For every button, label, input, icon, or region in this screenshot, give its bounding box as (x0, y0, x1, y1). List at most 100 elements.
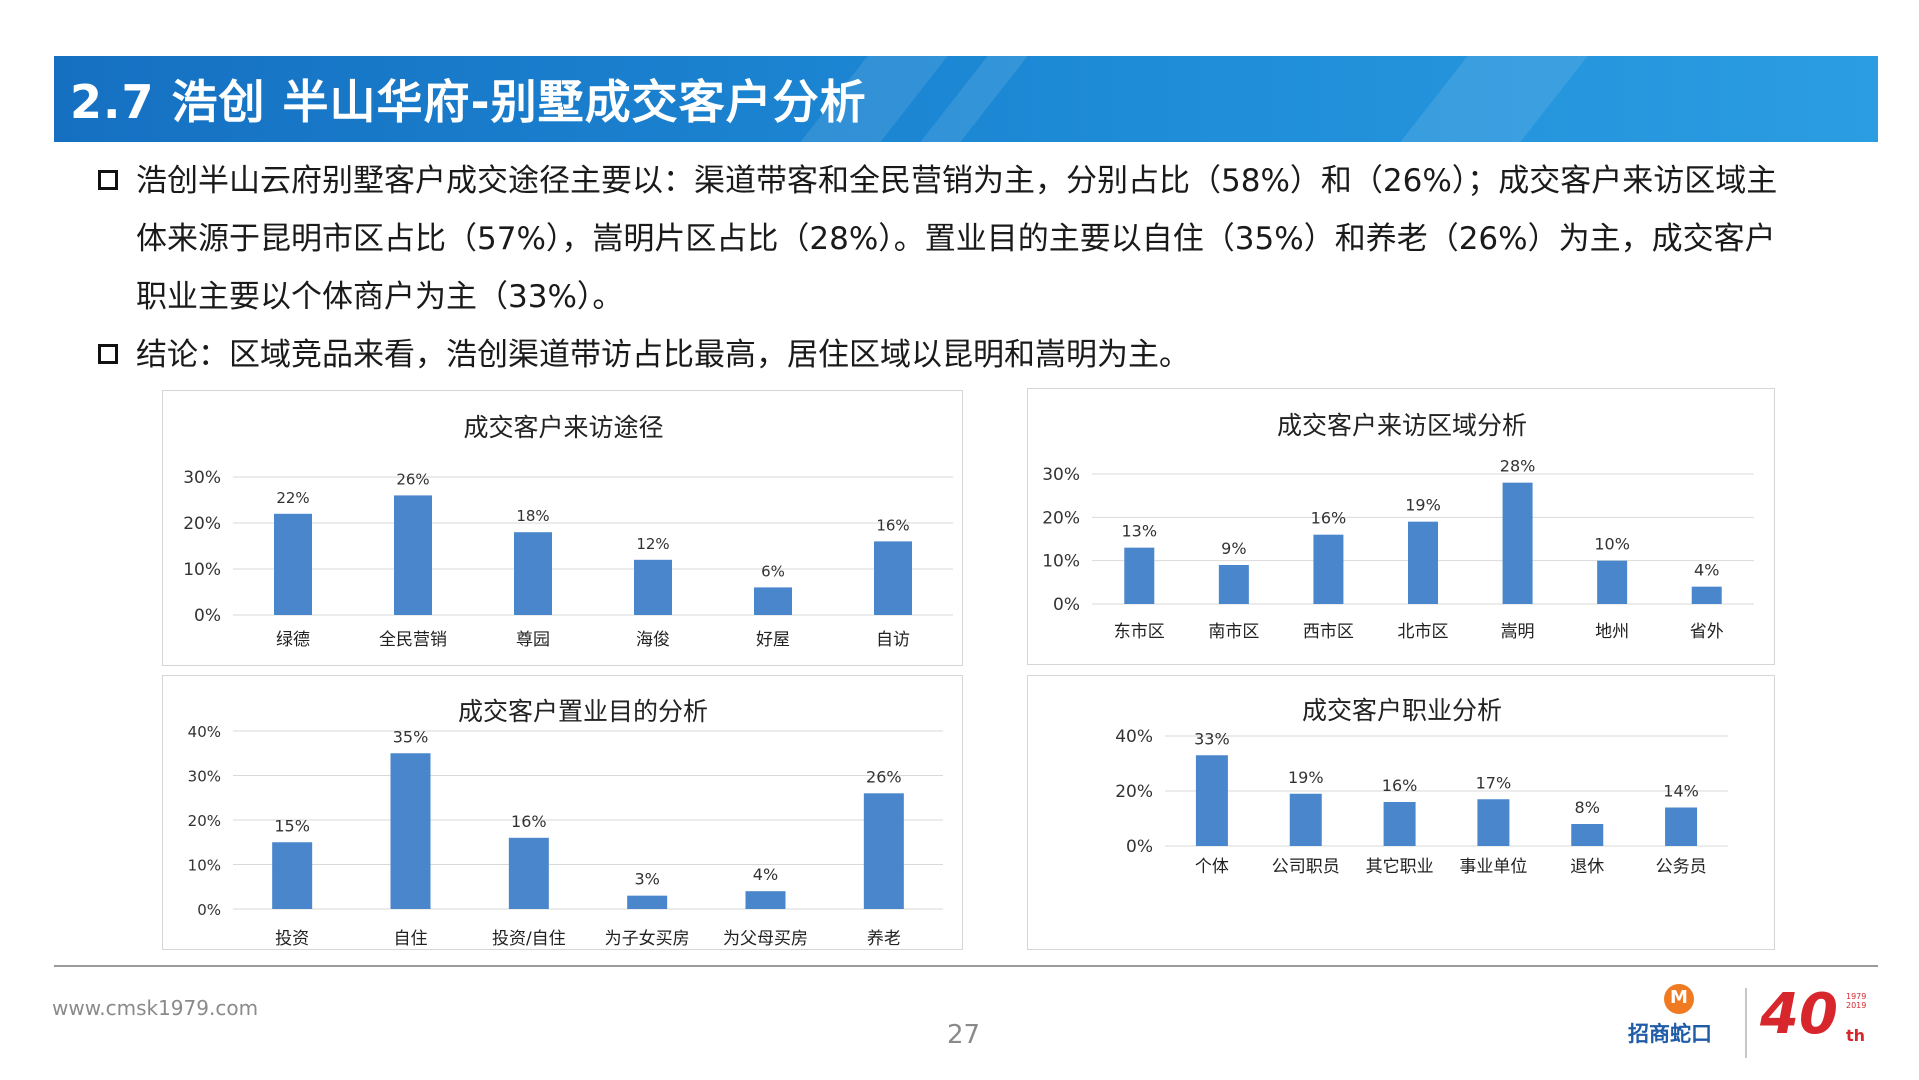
category-label: 养老 (867, 929, 901, 949)
bar (1289, 793, 1322, 846)
data-label: 19% (1288, 768, 1324, 787)
chart-title: 成交客户来访途径 (463, 413, 663, 442)
logo-divider (1745, 988, 1747, 1058)
bullet-summary: 浩创半山云府别墅客户成交途径主要以：渠道带客和全民营销为主，分别占比（58%）和… (92, 152, 1872, 326)
square-bullet-icon (98, 344, 118, 364)
y-tick-label: 40% (188, 723, 221, 741)
category-label: 事业单位 (1459, 857, 1527, 877)
bar (754, 587, 792, 615)
data-label: 4% (753, 865, 778, 884)
category-label: 东市区 (1114, 622, 1165, 642)
y-tick-label: 20% (183, 514, 221, 534)
category-label: 地州 (1595, 622, 1629, 642)
footer-url: www.cmsk1979.com (52, 996, 259, 1020)
data-label: 33% (1194, 729, 1230, 748)
chart-visit-channel: 成交客户来访途径 0% 10% 20% 30% 22% 绿德 26% 全民营销 18% 尊园 12% 海… (162, 390, 963, 666)
data-label: 18% (516, 507, 549, 525)
chart-svg: 成交客户来访区域分析 0% 10% 20% 30% 13% 东市区 9% 南市区 16% 西市区 19… (1042, 411, 1754, 642)
anniversary-suffix: th (1846, 1026, 1866, 1045)
cmsk-logo-name: 招商蛇口 (1628, 1022, 1712, 1046)
data-label: 26% (866, 767, 902, 786)
bar (390, 753, 431, 909)
data-label: 16% (876, 516, 909, 534)
bar (394, 495, 432, 615)
data-label: 3% (634, 870, 659, 889)
bar (863, 793, 904, 909)
bar (274, 513, 312, 615)
data-label: 13% (1122, 522, 1158, 541)
bullet-line: 职业主要以个体商户为主（33%）。 (136, 279, 624, 315)
category-label: 自访 (876, 630, 910, 650)
bullet-line: 体来源于昆明市区占比（57%），嵩明片区占比（28%）。置业目的主要以自住（35… (136, 221, 1776, 257)
bar (1691, 586, 1722, 604)
category-label: 投资 (275, 929, 309, 949)
category-label: 自住 (394, 929, 428, 949)
chart-title: 成交客户置业目的分析 (458, 697, 708, 726)
bar (634, 559, 672, 615)
category-label: 海俊 (636, 630, 670, 650)
anniversary-number: 40 (1760, 982, 1838, 1047)
bar (1571, 824, 1604, 846)
y-tick-label: 40% (1115, 727, 1153, 747)
summary-bullets: 浩创半山云府别墅客户成交途径主要以：渠道带客和全民营销为主，分别占比（58%）和… (92, 152, 1872, 384)
bar (272, 842, 313, 909)
bar (514, 532, 552, 615)
category-label: 尊园 (516, 630, 550, 650)
data-label: 22% (276, 489, 309, 507)
bar (1597, 560, 1628, 604)
chart-svg: 成交客户置业目的分析 0% 10% 20% 30% 40% 15% 投资 35% 自住 16% 投资/… (188, 697, 943, 949)
data-label: 35% (393, 727, 429, 746)
y-tick-label: 10% (183, 560, 221, 580)
bullet-line: 浩创半山云府别墅客户成交途径主要以：渠道带客和全民营销为主，分别占比（58%）和… (136, 163, 1778, 199)
chart-title: 成交客户来访区域分析 (1277, 411, 1527, 440)
y-tick-label: 30% (188, 768, 221, 786)
cmsk-logo-icon (1664, 984, 1694, 1014)
category-label: 个体 (1195, 857, 1229, 877)
y-tick-label: 30% (183, 468, 221, 488)
data-label: 15% (274, 816, 310, 835)
chart-title: 成交客户职业分析 (1302, 696, 1502, 725)
category-label: 投资/自住 (492, 929, 566, 949)
y-tick-label: 0% (1053, 595, 1080, 615)
bullet-conclusion: 结论：区域竞品来看，浩创渠道带访占比最高，居住区域以昆明和嵩明为主。 (92, 326, 1872, 384)
bar (1477, 799, 1510, 846)
data-label: 16% (1311, 509, 1347, 528)
chart-svg: 成交客户来访途径 0% 10% 20% 30% 22% 绿德 26% 全民营销 18% 尊园 12% 海… (183, 413, 953, 650)
category-label: 为子女买房 (605, 929, 690, 949)
chart-svg: 成交客户职业分析 0% 20% 40% 33% 个体 19% 公司职员 16% 其它职业 17% 事业… (1115, 696, 1728, 877)
y-tick-label: 0% (1126, 837, 1153, 857)
bar (1408, 521, 1438, 604)
bar (1502, 482, 1533, 604)
data-label: 4% (1694, 561, 1719, 580)
data-label: 16% (511, 812, 547, 831)
bar (627, 895, 668, 909)
bar (1665, 807, 1698, 846)
category-label: 其它职业 (1366, 857, 1434, 877)
data-label: 19% (1405, 496, 1441, 515)
category-label: 南市区 (1208, 622, 1259, 642)
y-tick-label: 20% (1115, 782, 1153, 802)
y-tick-label: 10% (1042, 552, 1080, 572)
y-tick-label: 0% (197, 901, 221, 919)
bar (1124, 547, 1155, 604)
category-label: 绿德 (276, 630, 310, 650)
data-label: 8% (1575, 798, 1600, 817)
y-tick-label: 30% (1042, 465, 1080, 485)
y-tick-label: 20% (188, 812, 221, 830)
footer-divider (54, 965, 1878, 967)
y-tick-label: 10% (188, 857, 221, 875)
data-label: 14% (1663, 782, 1699, 801)
category-label: 公司职员 (1272, 857, 1340, 877)
cmsk-logo: 招商蛇口 (1628, 984, 1728, 1054)
category-label: 为父母买房 (723, 929, 808, 949)
category-label: 西市区 (1303, 622, 1354, 642)
bar (508, 837, 549, 909)
data-label: 17% (1476, 773, 1512, 792)
data-label: 26% (396, 470, 429, 488)
data-label: 16% (1382, 776, 1418, 795)
category-label: 嵩明 (1501, 622, 1535, 642)
anniversary-years: 1979 2019 (1846, 992, 1867, 1010)
bullet-line: 结论：区域竞品来看，浩创渠道带访占比最高，居住区域以昆明和嵩明为主。 (136, 337, 1190, 373)
data-label: 28% (1500, 457, 1536, 476)
category-label: 好屋 (756, 630, 790, 650)
